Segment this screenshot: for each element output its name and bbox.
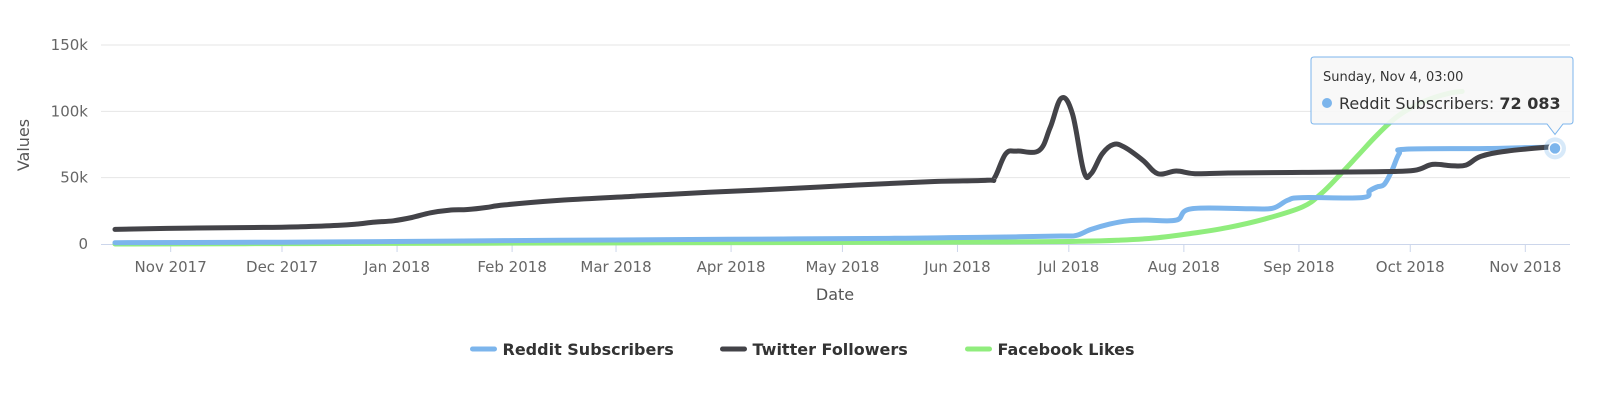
- x-tick-label: Sep 2018: [1263, 258, 1334, 276]
- y-tick-labels: 0 50k 100k 150k: [51, 36, 89, 253]
- tooltip-box-shape: [1310, 56, 1574, 136]
- tooltip-box: Sunday, Nov 4, 03:00 Reddit Subscribers:…: [1310, 56, 1574, 136]
- tooltip-series-dot: [1322, 98, 1332, 108]
- y-tick-label: 0: [78, 235, 88, 253]
- series-line-reddit-subscribers[interactable]: [112, 144, 1558, 246]
- x-tick-labels: Nov 2017 Dec 2017 Jan 2018 Feb 2018 Mar 2018…: [135, 244, 1561, 276]
- tooltip-title: Sunday, Nov 4, 03:00: [1323, 70, 1463, 85]
- tooltip-value: 72 083: [1499, 94, 1560, 113]
- legend-label: Facebook Likes: [998, 340, 1135, 359]
- legend-item-twitter-followers[interactable]: Twitter Followers: [720, 340, 908, 359]
- series-line-twitter-followers[interactable]: [112, 95, 1558, 232]
- legend-label: Twitter Followers: [753, 340, 908, 359]
- tooltip-series-label: Reddit Subscribers:: [1339, 94, 1499, 113]
- tooltip: Sunday, Nov 4, 03:00 Reddit Subscribers:…: [1310, 56, 1574, 160]
- tooltip-marker[interactable]: [1548, 141, 1562, 156]
- legend-item-facebook-likes[interactable]: Facebook Likes: [965, 340, 1135, 359]
- x-tick-label: Nov 2017: [135, 258, 207, 276]
- x-tick-label: Jan 2018: [363, 258, 430, 276]
- x-tick-label: Feb 2018: [477, 258, 547, 276]
- x-tick-label: Jul 2018: [1037, 258, 1099, 276]
- x-tick-label: May 2018: [805, 258, 879, 276]
- x-tick-label: Nov 2018: [1489, 258, 1561, 276]
- x-tick-label: Oct 2018: [1376, 258, 1445, 276]
- x-tick-label: Mar 2018: [580, 258, 651, 276]
- legend-label: Reddit Subscribers: [503, 340, 674, 359]
- y-axis-title: Values: [14, 119, 33, 171]
- x-tick-label: Aug 2018: [1148, 258, 1220, 276]
- legend-item-reddit-subscribers[interactable]: Reddit Subscribers: [470, 340, 674, 359]
- y-tick-label: 150k: [51, 36, 89, 54]
- x-tick-label: Dec 2017: [246, 258, 318, 276]
- tooltip-body: Reddit Subscribers: 72 083: [1339, 94, 1561, 113]
- legend: Reddit Subscribers Twitter Followers Faceb…: [470, 340, 1135, 359]
- axes: Values Date: [14, 119, 1570, 304]
- y-tick-label: 100k: [51, 102, 89, 120]
- series-line-facebook-likes[interactable]: [112, 88, 1465, 247]
- x-tick-label: Jun 2018: [923, 258, 990, 276]
- x-axis-title: Date: [816, 285, 854, 304]
- y-tick-label: 50k: [60, 169, 88, 187]
- x-tick-label: Apr 2018: [697, 258, 766, 276]
